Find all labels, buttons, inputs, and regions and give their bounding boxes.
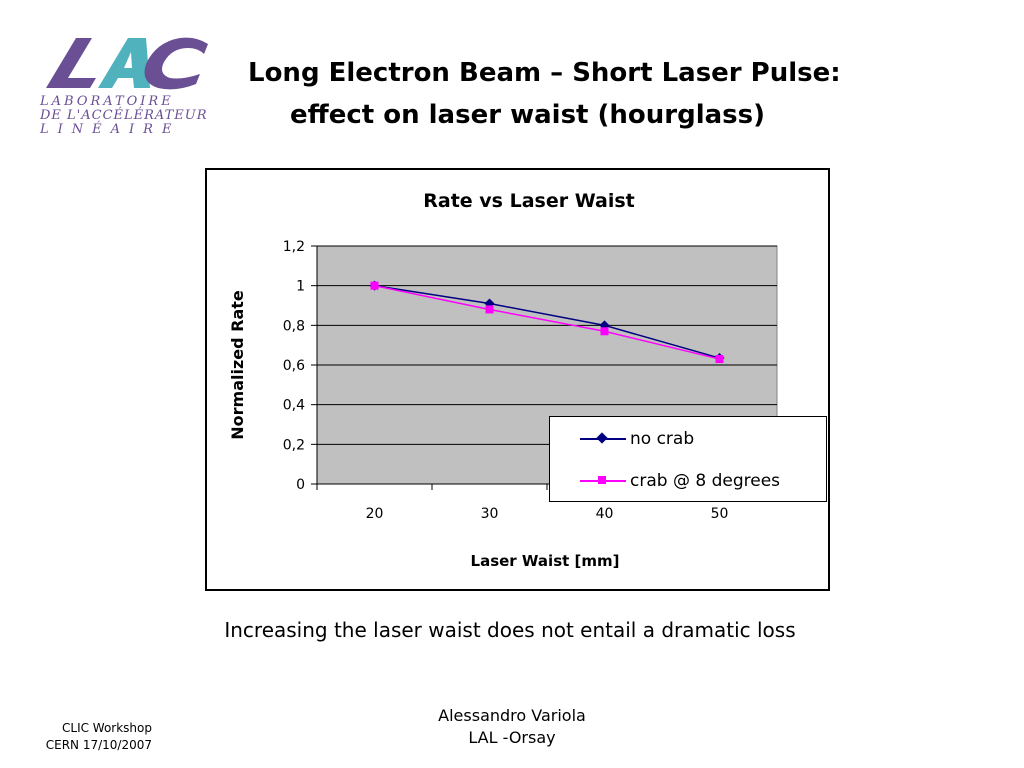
footer-affiliation: LAL -Orsay [468,728,556,747]
chart-frame: 0 0,2 0,4 0,6 0,8 1 1,2 20 30 40 50 Rate vs Laser W… [205,168,830,591]
series-line-crab-8-degrees [374,284,720,360]
y-tick-label: 0,6 [283,358,305,374]
legend-entry-crab: crab @ 8 degrees [550,471,826,491]
series-line-no-crab [374,284,720,359]
lal-logo-mark [46,37,208,90]
footer-event: CLIC Workshop [62,721,152,735]
chart-title: Rate vs Laser Waist [423,190,634,212]
line-chart: 0 0,2 0,4 0,6 0,8 1 1,2 20 30 40 50 Rate vs Laser W… [228,190,778,570]
logo-line-2: DE L'ACCÉLÉRATEUR [40,108,208,123]
square-marker-icon [598,476,606,484]
chart-legend: no crab crab @ 8 degrees [549,416,827,502]
x-tick-label: 30 [481,506,499,522]
y-tick-label: 1,2 [283,239,305,255]
data-point-crab-8-degrees [600,327,609,336]
x-axis-title: Laser Waist [mm] [471,552,620,570]
footer-date: CERN 17/10/2007 [45,738,152,752]
y-tick-label: 0 [296,477,305,493]
legend-entry-no-crab: no crab [550,429,826,449]
data-point-crab-8-degrees [370,281,379,290]
footer-center: Alessandro Variola LAL -Orsay [400,705,624,749]
y-axis-title: Normalized Rate [228,290,247,440]
slide-title: Long Electron Beam – Short Laser Pulse: … [230,52,990,136]
x-tick-label: 40 [596,506,614,522]
legend-label-crab: crab @ 8 degrees [630,471,781,491]
data-point-crab-8-degrees [485,305,494,314]
data-point-crab-8-degrees [715,355,724,364]
x-tick-label: 50 [711,506,729,522]
legend-label-no-crab: no crab [630,429,695,449]
y-tick-label: 0,8 [283,318,305,334]
logo-line-1: LABORATOIRE [40,94,174,109]
diamond-marker-icon [596,432,608,444]
lal-logo: LABORATOIRE DE L'ACCÉLÉRATEUR LINÉAIRE [36,30,220,142]
y-tick-label: 0,2 [283,437,305,453]
x-tick-label: 20 [366,506,384,522]
slide-title-line-1: Long Electron Beam – Short Laser Pulse: [248,58,841,88]
slide-title-line-2: effect on laser waist (hourglass) [290,100,766,130]
footer-author: Alessandro Variola [438,706,586,725]
y-tick-label: 0,4 [283,398,305,414]
footer-left: CLIC Workshop CERN 17/10/2007 [20,720,152,754]
logo-line-3: LINÉAIRE [40,122,181,137]
slide-caption: Increasing the laser waist does not enta… [224,618,796,642]
y-tick-label: 1 [296,279,305,295]
